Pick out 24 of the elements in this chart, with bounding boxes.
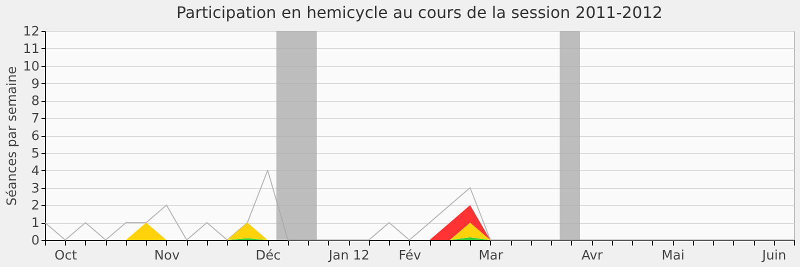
y-tick-label: 2 (31, 198, 40, 214)
y-tick-label: 0 (31, 234, 40, 248)
x-tick-label: Nov (154, 248, 180, 264)
y-tick-label: 1 (31, 216, 40, 232)
y-tick-label: 11 (22, 42, 40, 57)
y-tick-label: 4 (31, 164, 40, 179)
x-tick-label: Oct (54, 248, 77, 264)
chart-title: Participation en hemicycle au cours de la session 2011-2012 (176, 3, 663, 22)
y-tick-label: 9 (31, 76, 40, 92)
x-tick-label: Fév (398, 248, 422, 264)
y-tick-label: 10 (22, 59, 40, 74)
y-tick-label: 5 (31, 146, 40, 162)
x-tick-label: Avr (581, 248, 604, 264)
y-tick-label: 12 (22, 24, 40, 40)
y-tick-label: 6 (31, 129, 40, 144)
y-tick-label: 3 (31, 181, 40, 196)
x-tick-label: Juin (761, 248, 786, 264)
x-tick-label: Mai (662, 248, 684, 264)
y-tick-label: 8 (31, 94, 40, 110)
y-axis-title: Séances par semaine (4, 66, 20, 206)
x-tick-label: Mar (478, 248, 504, 264)
y-tick-label: 7 (31, 112, 40, 127)
x-tick-label: Jan 12 (328, 248, 370, 264)
x-tick-label: Déc (256, 248, 281, 264)
